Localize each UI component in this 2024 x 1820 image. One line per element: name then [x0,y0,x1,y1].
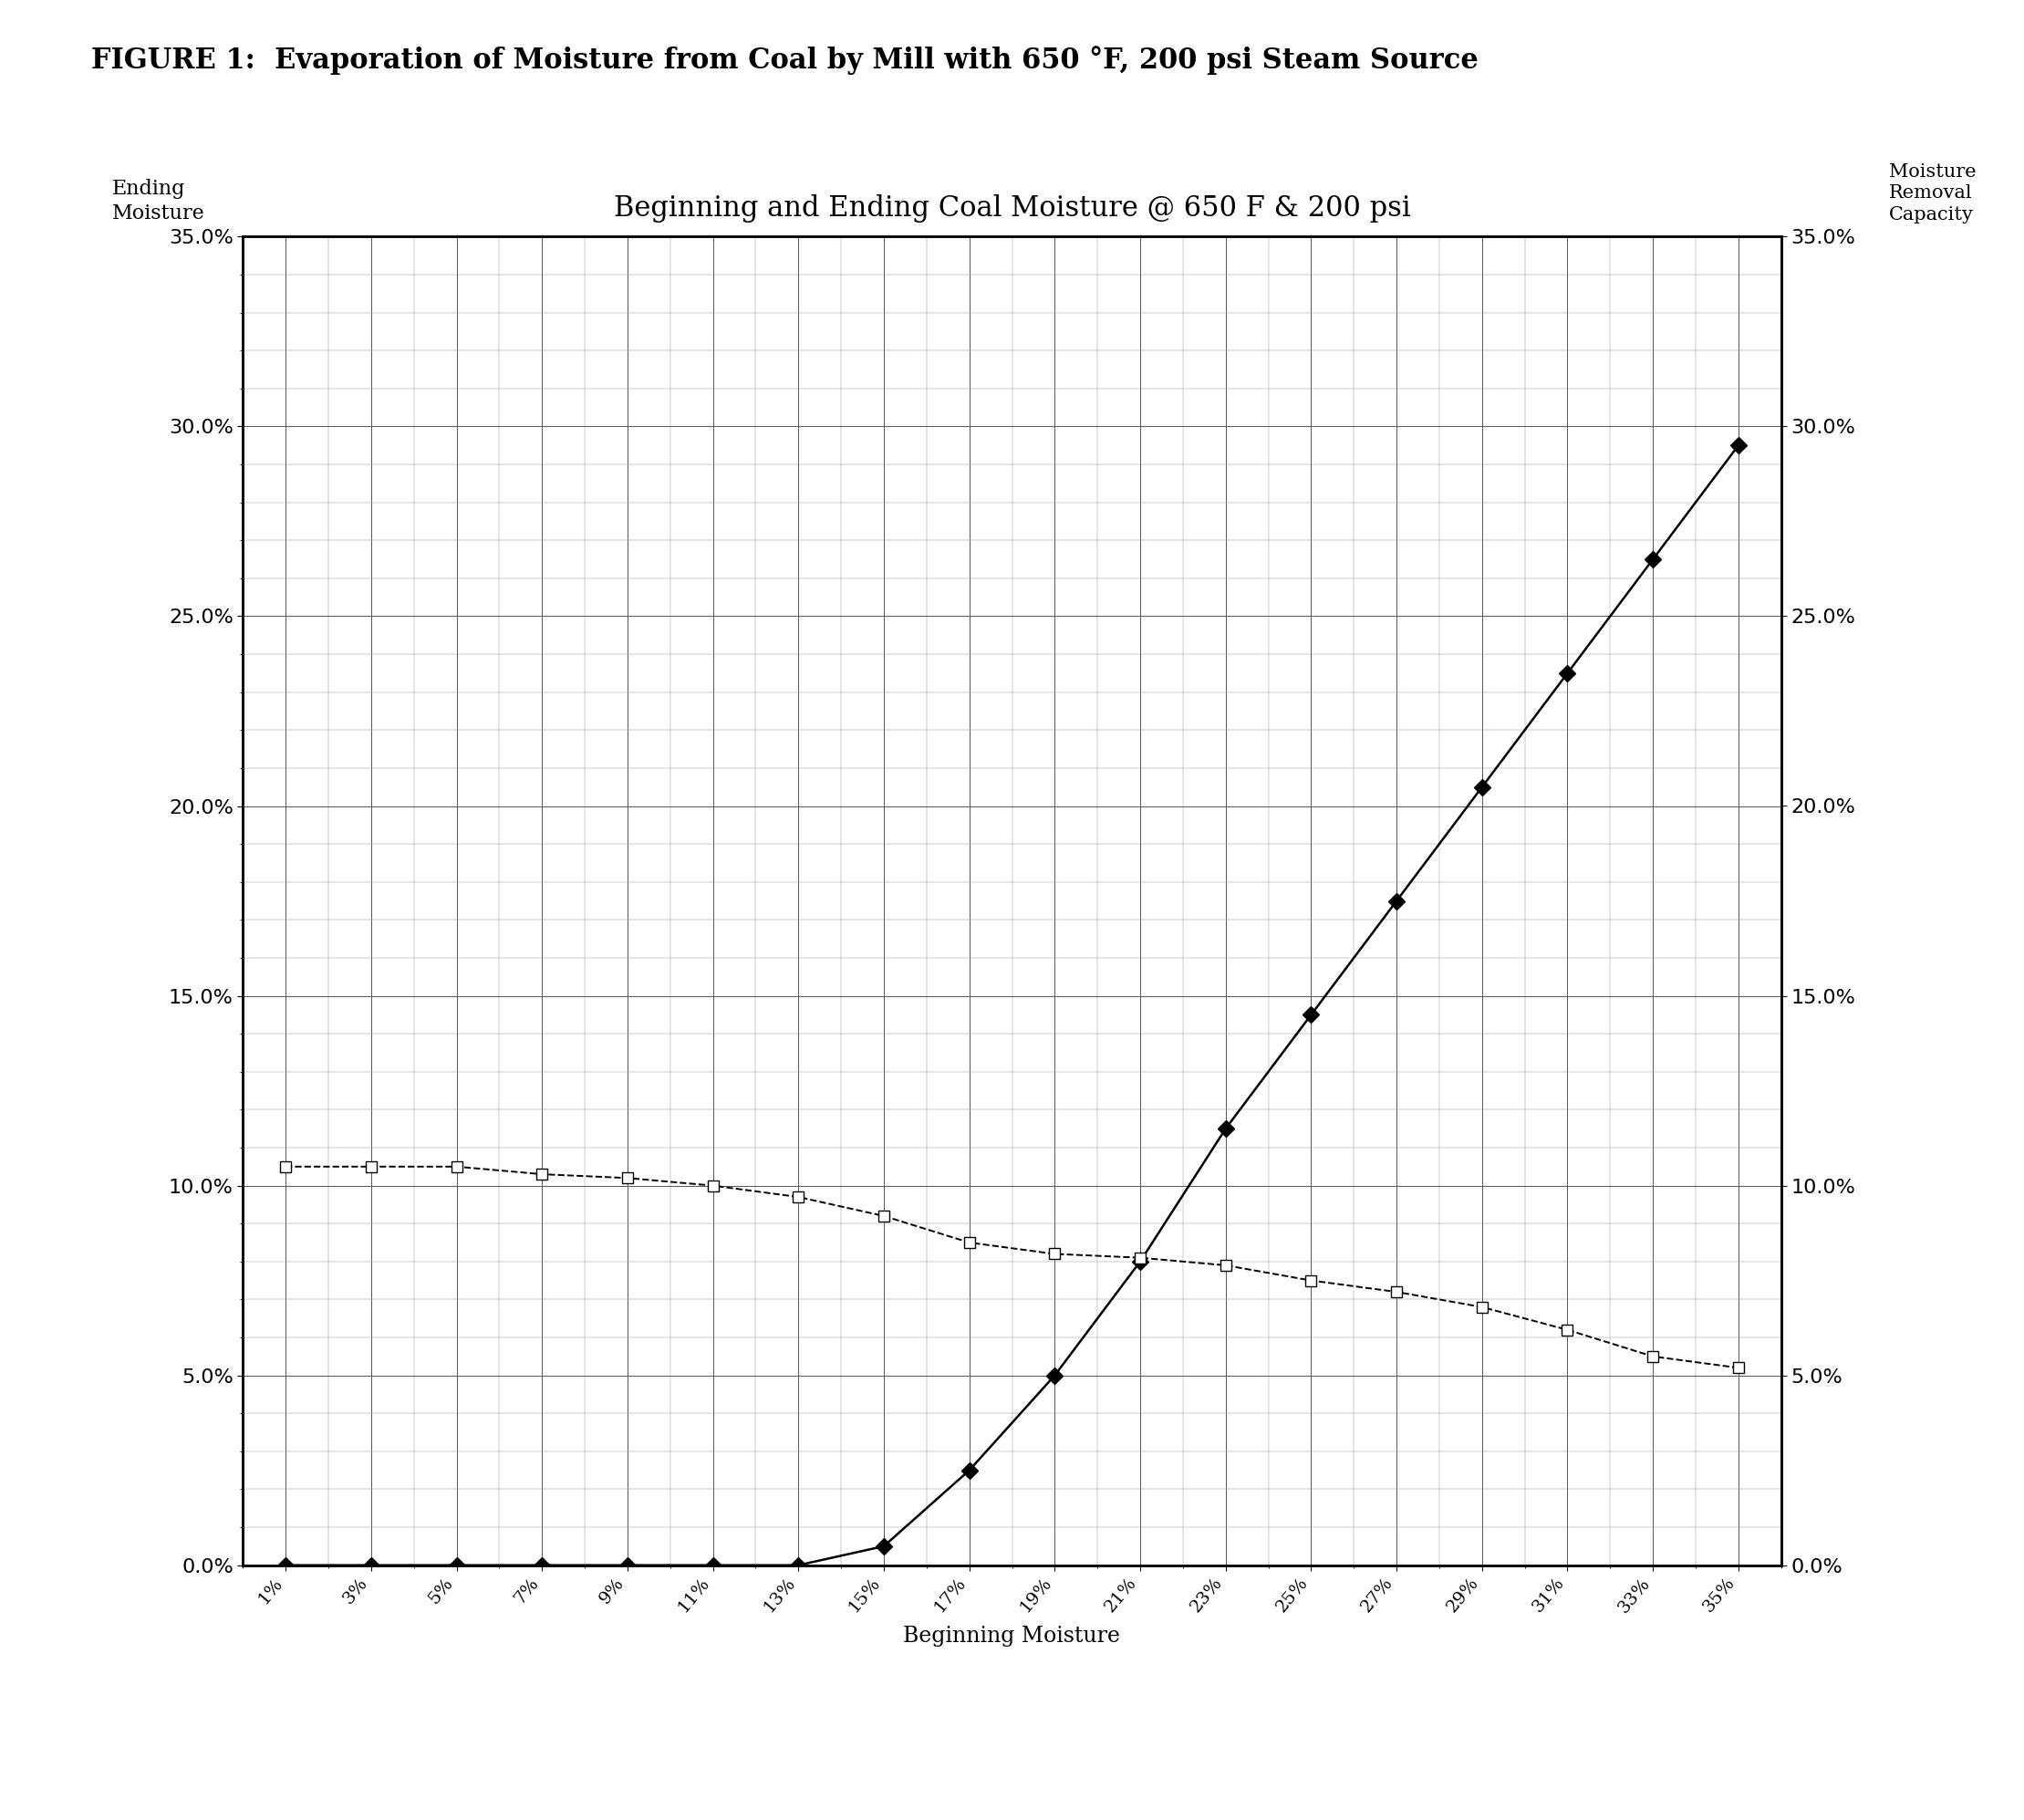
Text: Moisture
Removal
Capacity: Moisture Removal Capacity [1888,164,1975,224]
X-axis label: Beginning Moisture: Beginning Moisture [903,1625,1121,1647]
Text: FIGURE 1:  Evaporation of Moisture from Coal by Mill with 650 °F, 200 psi Steam : FIGURE 1: Evaporation of Moisture from C… [91,46,1478,75]
Text: Ending
Moisture: Ending Moisture [111,178,204,224]
Title: Beginning and Ending Coal Moisture @ 650 F & 200 psi: Beginning and Ending Coal Moisture @ 650… [613,195,1411,222]
